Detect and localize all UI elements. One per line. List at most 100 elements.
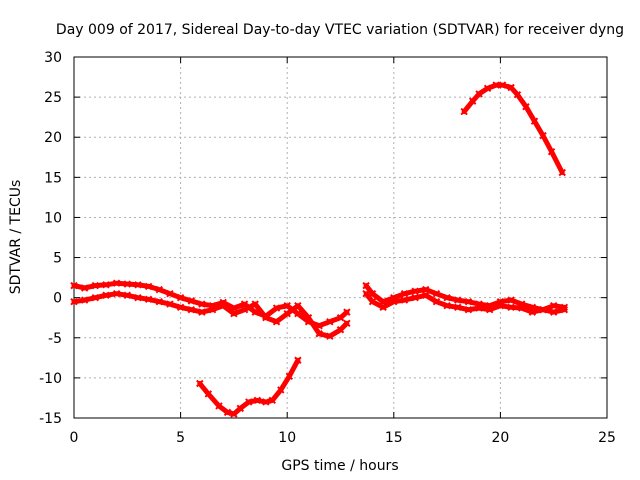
data-point [102,291,110,299]
data-point [343,319,351,328]
data-point [496,301,505,310]
data-point [144,282,153,291]
data-point [422,285,430,294]
data-point [251,300,259,308]
data-point [343,308,351,316]
grid [74,57,607,418]
data-point [272,318,281,326]
series-line-peak [461,82,565,175]
data-point [498,81,507,89]
data-point [155,285,163,294]
y-tick-label: 25 [44,90,62,106]
data-point [230,410,238,418]
x-tick-label: 5 [176,430,185,446]
data-point [198,300,206,308]
data-point [240,305,249,314]
data-point [443,293,451,302]
data-point [454,296,462,304]
data-point [336,314,345,322]
data-point [176,303,185,312]
data-point [112,289,121,298]
x-axis-label: GPS time / hours [281,458,398,474]
y-tick-label: -5 [48,331,62,347]
data-point [460,107,468,116]
data-point [411,287,419,295]
data-point [539,131,547,140]
y-tick-label: 10 [44,210,62,226]
data-point [400,289,409,298]
data-point [144,295,153,303]
data-point [507,83,515,92]
data-point [166,289,174,298]
x-tick-label: 20 [491,430,509,446]
data-point [134,293,142,302]
data-point [70,297,78,306]
data-point [102,281,110,289]
data-point [272,304,281,312]
data-point [315,330,323,338]
data-point [91,281,100,290]
data-point [236,404,245,413]
data-point [443,301,451,310]
y-tick-label: 0 [53,291,62,307]
data-point [304,314,313,322]
data-point [70,281,78,290]
data-point [560,305,569,314]
data-point [187,297,195,305]
data-point [283,310,291,318]
chart-title: Day 009 of 2017, Sidereal Day-to-day VTE… [56,22,624,38]
data-point [432,297,441,306]
data-point [513,90,522,99]
data-point [422,291,430,299]
data-point [294,301,302,310]
data-point [198,308,206,316]
y-tick-label: 30 [44,50,62,66]
data-point [507,303,515,312]
data-point [379,303,387,312]
data-point [219,301,227,310]
x-tick-label: 0 [70,430,79,446]
data-point [486,305,494,314]
x-tick-label: 10 [278,430,296,446]
data-point [208,305,217,314]
data-point [464,297,473,306]
data-point [262,398,270,406]
data-point [268,396,276,405]
data-point [454,303,462,312]
series-layer [70,81,569,418]
data-point [522,103,530,111]
data-point [549,301,558,310]
y-tick-label: -15 [39,411,62,427]
data-point [80,296,89,304]
data-point [123,291,132,299]
data-point [230,310,238,318]
data-point [196,379,204,388]
data-point [547,147,556,156]
data-point [549,308,558,316]
data-point [368,297,377,306]
ticks: 0 5 10 15 20 25 -15 -10 -5 0 5 10 15 20 25 30 [39,50,616,446]
data-point [262,314,270,322]
data-point [112,279,121,287]
data-point [539,305,547,314]
data-point [245,398,253,406]
y-tick-label: -10 [39,371,62,387]
data-point [283,301,291,310]
data-point [362,281,370,290]
data-point [155,297,163,306]
data-point [223,408,232,417]
data-point [294,356,302,364]
data-point [253,396,262,405]
data-point [123,280,132,288]
data-point [326,332,334,340]
data-point [518,304,526,312]
data-point [528,308,537,316]
data-point [176,293,185,302]
data-point [362,289,370,298]
data-point [336,326,345,334]
x-tick-label: 15 [385,430,403,446]
data-point [285,372,294,380]
plot-frame [73,56,608,419]
data-point [277,386,285,394]
